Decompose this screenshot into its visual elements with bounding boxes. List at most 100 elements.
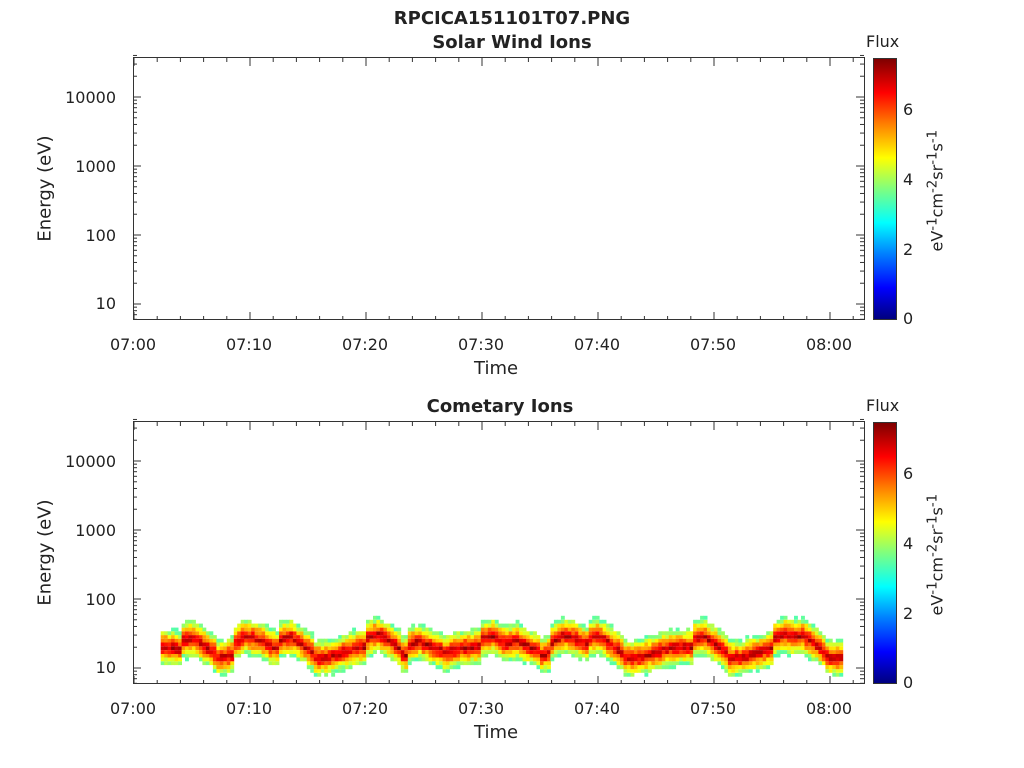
heatmap-cell [773,642,778,647]
heatmap-cell [686,646,691,650]
heatmap-cell [289,642,294,647]
heatmap-cell [825,665,830,670]
heatmap-cell [745,635,750,639]
heatmap-cell [550,638,555,643]
heatmap-cell [825,661,830,666]
heatmap-cell [407,638,412,643]
heatmap-cell [470,657,475,662]
heatmap-cell [477,642,482,647]
heatmap-cell [839,661,844,666]
heatmap-cell [449,635,454,639]
heatmap-cell [494,627,499,632]
heatmap-cell [731,638,736,643]
heatmap-cell [787,631,791,636]
heatmap-cell [348,646,353,650]
heatmap-cell [773,627,778,632]
heatmap-cell [512,657,517,662]
heatmap-cell [449,646,454,650]
heatmap-cell [599,623,604,628]
heatmap-cell [480,642,485,647]
heatmap-cell [780,615,784,620]
heatmap-cell [790,646,795,650]
heatmap-cell [498,631,503,636]
heatmap-cell [366,635,370,639]
heatmap-cell [710,623,715,628]
heatmap-cell [647,653,652,658]
heatmap-cell [700,646,704,650]
heatmap-cell [265,653,269,658]
heatmap-cell [766,665,771,670]
heatmap-cell [640,653,645,658]
heatmap-cell [376,615,381,620]
heatmap-cell [661,650,666,654]
heatmap-cell [435,635,440,639]
heatmap-cell [623,661,628,666]
heatmap-cell [400,635,405,639]
heatmap-cell [178,661,182,666]
heatmap-cell [414,653,419,658]
heatmap-cell [341,661,346,666]
heatmap-cell [821,653,826,658]
heatmap-cell [212,635,217,639]
heatmap-cell [727,642,732,647]
heatmap-cell [564,619,569,624]
heatmap-cell [373,615,377,620]
heatmap-cell [272,631,276,636]
heatmap-cell [466,638,471,643]
heatmap-cell [272,650,276,654]
heatmap-cell [272,635,276,639]
heatmap-cell [634,669,638,673]
heatmap-cell [369,619,374,624]
panel1-ytick-label: 10000 [65,88,116,107]
heatmap-cell [814,657,819,662]
heatmap-cell [814,627,819,632]
heatmap-cell [755,642,760,647]
heatmap-cell [630,657,635,662]
heatmap-cell [216,665,221,670]
heatmap-cell [219,669,224,673]
heatmap-cell [644,672,649,677]
heatmap-cell [703,650,708,654]
heatmap-cell [341,642,346,647]
heatmap-cell [296,638,301,643]
heatmap-cell [508,638,513,643]
heatmap-cell [498,638,503,643]
heatmap-cell [620,665,624,670]
heatmap-cell [522,642,527,647]
heatmap-cell [658,638,663,643]
heatmap-cell [602,631,607,636]
heatmap-cell [620,646,624,650]
heatmap-cell [327,642,332,647]
heatmap-cell [299,627,304,632]
heatmap-cell [480,627,485,632]
heatmap-cell [787,653,791,658]
heatmap-cell [470,642,475,647]
heatmap-cell [766,661,771,666]
heatmap-cell [400,657,405,662]
heatmap-cell [247,635,252,639]
heatmap-cell [230,665,235,670]
heatmap-cell [338,657,343,662]
heatmap-cell [400,646,405,650]
heatmap-cell [348,635,353,639]
heatmap-cell [446,646,450,650]
heatmap-cell [442,638,447,643]
heatmap-cell [731,672,736,677]
heatmap-cell [787,623,791,628]
heatmap-cell [442,646,447,650]
panel1-colorbar [873,58,897,320]
heatmap-cell [710,635,715,639]
heatmap-cell [439,653,443,658]
heatmap-cell [442,635,447,639]
heatmap-cell [801,638,805,643]
heatmap-cell [821,642,826,647]
heatmap-cell [724,669,729,673]
heatmap-cell [835,661,840,666]
heatmap-cell [453,661,457,666]
heatmap-cell [613,631,617,636]
heatmap-cell [780,619,784,624]
heatmap-cell [303,627,308,632]
heatmap-cell [665,646,670,650]
heatmap-cell [272,657,276,662]
